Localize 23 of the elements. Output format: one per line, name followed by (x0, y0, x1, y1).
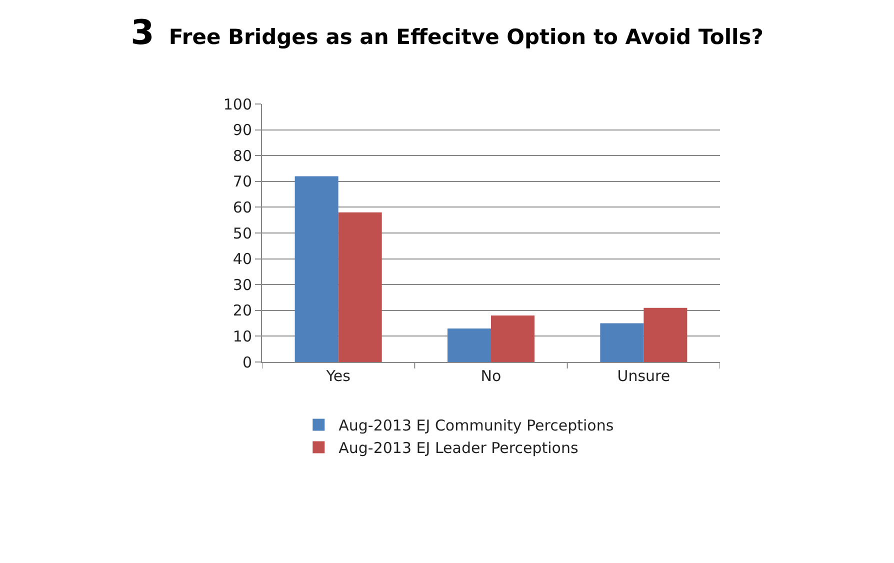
y-tick-label: 30 (232, 276, 252, 294)
bar (600, 323, 644, 362)
legend-label: Aug-2013 EJ Leader Perceptions (338, 439, 578, 458)
y-tick-label: 70 (232, 172, 252, 191)
y-tick-label: 60 (232, 198, 252, 216)
chart-title: 3 Free Bridges as an Effecitve Option to Avoid Tolls? (130, 12, 764, 53)
x-tick-label: Yes (325, 367, 351, 385)
bar (644, 308, 688, 362)
x-tick-label: Unsure (617, 367, 670, 385)
bar (294, 176, 338, 362)
bar (447, 328, 491, 362)
y-tick-label: 40 (232, 250, 252, 268)
y-tick-label: 100 (223, 95, 252, 114)
y-tick-label: 0 (242, 353, 252, 372)
legend-label: Aug-2013 EJ Community Perceptions (338, 416, 614, 435)
y-tick-label: 10 (232, 327, 252, 346)
y-tick-label: 90 (232, 121, 252, 140)
x-tick-label: No (480, 367, 502, 385)
y-tick-label: 50 (232, 224, 252, 242)
bar (491, 316, 535, 362)
y-tick-label: 80 (232, 146, 252, 165)
bar (338, 212, 382, 362)
y-tick-label: 20 (232, 302, 252, 320)
